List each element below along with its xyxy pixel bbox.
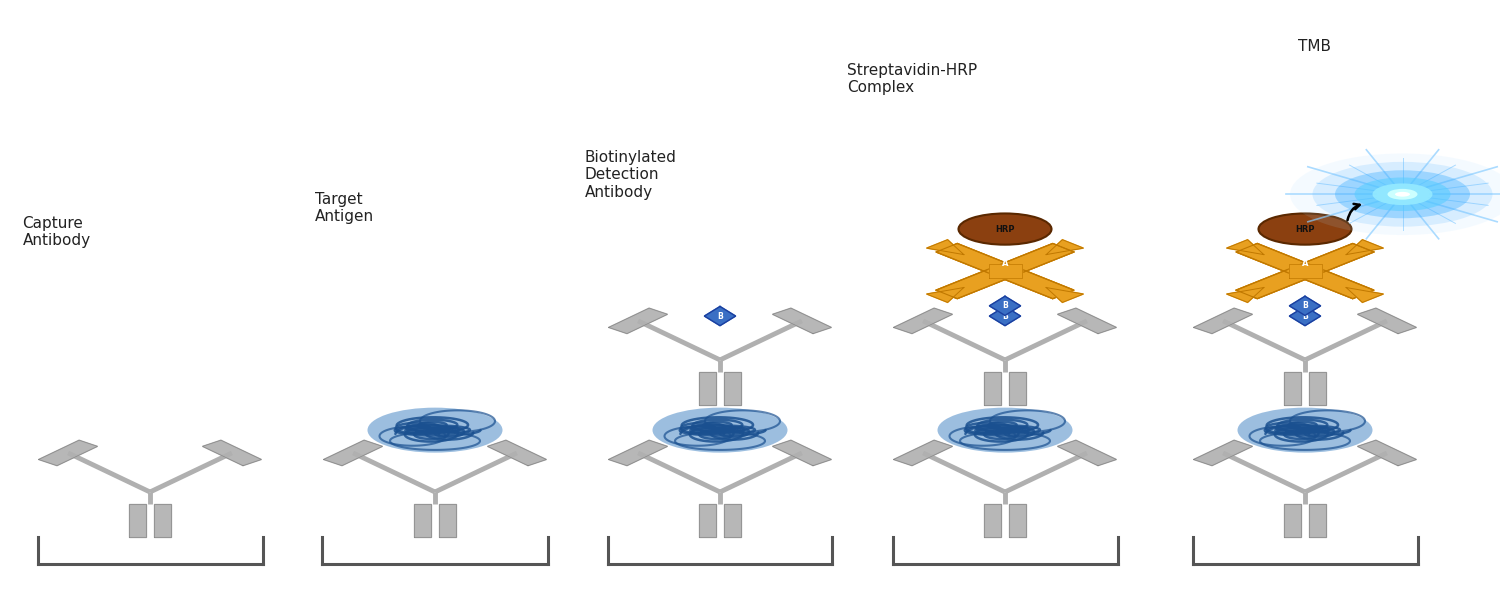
Polygon shape <box>1236 244 1374 299</box>
Polygon shape <box>772 308 831 334</box>
Polygon shape <box>1290 296 1320 316</box>
Polygon shape <box>488 440 546 466</box>
Ellipse shape <box>1335 170 1470 218</box>
Polygon shape <box>1346 287 1383 302</box>
Text: HRP: HRP <box>1294 224 1314 233</box>
Polygon shape <box>39 440 98 466</box>
Text: Streptavidin-HRP
Complex: Streptavidin-HRP Complex <box>847 63 978 95</box>
Ellipse shape <box>1395 192 1410 197</box>
Polygon shape <box>1358 308 1416 334</box>
Text: B: B <box>717 311 723 320</box>
Polygon shape <box>1310 372 1326 405</box>
Polygon shape <box>699 504 715 537</box>
Text: TMB: TMB <box>1298 39 1330 54</box>
Polygon shape <box>894 440 952 466</box>
Polygon shape <box>984 372 1000 405</box>
Polygon shape <box>1284 372 1300 405</box>
Polygon shape <box>324 440 382 466</box>
Polygon shape <box>705 307 735 326</box>
Text: B: B <box>1302 301 1308 310</box>
Polygon shape <box>129 504 146 537</box>
Polygon shape <box>1046 240 1083 254</box>
Polygon shape <box>1236 244 1374 299</box>
Polygon shape <box>936 244 1074 299</box>
Polygon shape <box>1346 240 1383 254</box>
Polygon shape <box>1236 244 1374 299</box>
Text: Capture
Antibody: Capture Antibody <box>22 216 90 248</box>
Polygon shape <box>990 296 1020 316</box>
Polygon shape <box>936 244 1074 299</box>
Polygon shape <box>202 440 261 466</box>
Polygon shape <box>1358 440 1416 466</box>
Polygon shape <box>724 504 741 537</box>
Text: B: B <box>1002 311 1008 320</box>
Polygon shape <box>1236 244 1374 299</box>
Ellipse shape <box>938 407 1072 452</box>
Ellipse shape <box>652 407 788 452</box>
Polygon shape <box>154 504 171 537</box>
Text: Biotinylated
Detection
Antibody: Biotinylated Detection Antibody <box>585 150 676 200</box>
Polygon shape <box>414 504 430 537</box>
Polygon shape <box>1058 440 1116 466</box>
Text: A: A <box>1302 259 1308 268</box>
Ellipse shape <box>1372 184 1432 205</box>
Polygon shape <box>990 307 1020 326</box>
Ellipse shape <box>1312 162 1492 227</box>
Polygon shape <box>1194 440 1252 466</box>
Polygon shape <box>1010 372 1026 405</box>
Ellipse shape <box>1354 178 1450 211</box>
Polygon shape <box>609 440 668 466</box>
Polygon shape <box>440 504 456 537</box>
Ellipse shape <box>1258 214 1352 245</box>
Polygon shape <box>927 240 964 254</box>
Polygon shape <box>936 244 1074 299</box>
Polygon shape <box>1284 504 1300 537</box>
Polygon shape <box>772 440 831 466</box>
Ellipse shape <box>958 214 1052 245</box>
Polygon shape <box>894 308 952 334</box>
Ellipse shape <box>368 407 502 452</box>
Ellipse shape <box>1238 407 1372 452</box>
Polygon shape <box>724 372 741 405</box>
Text: HRP: HRP <box>996 224 1016 233</box>
Polygon shape <box>984 504 1000 537</box>
Polygon shape <box>1227 287 1264 302</box>
Polygon shape <box>609 308 668 334</box>
Polygon shape <box>1227 240 1264 254</box>
Polygon shape <box>1194 308 1252 334</box>
Text: B: B <box>1302 311 1308 320</box>
Ellipse shape <box>1388 189 1417 200</box>
Polygon shape <box>1310 504 1326 537</box>
Polygon shape <box>1288 265 1322 278</box>
Text: A: A <box>1002 259 1008 268</box>
Polygon shape <box>1010 504 1026 537</box>
Text: B: B <box>1002 301 1008 310</box>
Polygon shape <box>988 265 1022 278</box>
Polygon shape <box>1046 287 1083 302</box>
Polygon shape <box>1290 307 1320 326</box>
Polygon shape <box>699 372 715 405</box>
Polygon shape <box>1058 308 1116 334</box>
Polygon shape <box>927 287 964 302</box>
Polygon shape <box>936 244 1074 299</box>
Ellipse shape <box>1290 154 1500 235</box>
Text: Target
Antigen: Target Antigen <box>315 192 374 224</box>
